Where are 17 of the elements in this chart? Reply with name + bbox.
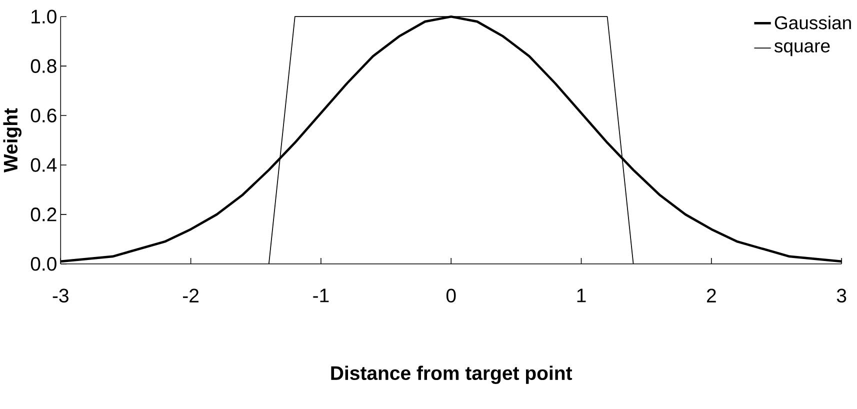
legend-label: Gaussian (774, 16, 851, 30)
x-tick-label: 0 (446, 288, 456, 303)
x-tick-label: -2 (183, 288, 198, 303)
x-tick-label: -1 (313, 288, 329, 302)
x-tick-label: 1 (577, 288, 586, 302)
x-tick-label: 3 (836, 288, 846, 303)
x-axis-title: Distance from target point (331, 366, 572, 384)
legend-label: square (774, 42, 830, 56)
y-tick-label: 0.6 (30, 108, 56, 123)
y-tick-label: 0.4 (30, 158, 57, 172)
y-tick-label: 0.2 (30, 208, 56, 222)
x-tick-label: 2 (706, 288, 716, 303)
y-tick-label: 0.8 (30, 59, 56, 74)
y-axis-title: Weight (3, 108, 22, 173)
x-tick-label: -3 (52, 288, 68, 303)
y-tick-label: 0.0 (30, 257, 56, 271)
y-tick-label: 1.0 (32, 10, 56, 24)
